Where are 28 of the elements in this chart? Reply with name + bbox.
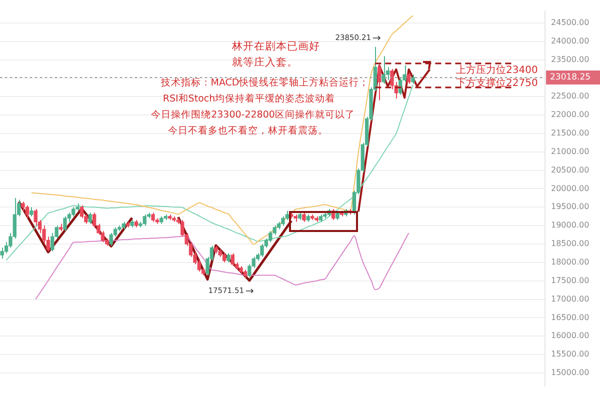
y-tick-label: 20000.00 [551, 184, 590, 193]
y-tick-label: 15500.00 [551, 350, 590, 359]
annotation: 技术指标：MACD快慢线在零轴上方粘合运行； [160, 76, 370, 88]
annotation: 今日操作围绕23300-22800区间操作就可以了 [151, 108, 355, 120]
y-tick-label: 17500.00 [551, 276, 590, 285]
y-tick-label: 18000.00 [551, 257, 590, 266]
annotation: 就等庄入套。 [232, 56, 298, 69]
y-tick-label: 24500.00 [551, 18, 590, 28]
y-tick-label: 17000.00 [551, 294, 590, 304]
y-tick-label: 20500.00 [551, 165, 590, 174]
annotation: RSI和Stoch均保持着平缓的姿态波动着 [162, 92, 336, 104]
y-tick-label: 21000.00 [551, 146, 590, 156]
y-tick-label: 24000.00 [551, 36, 590, 46]
y-tick-label: 16500.00 [551, 312, 590, 322]
ref-line-label: 下方支撑位22750 [456, 76, 538, 89]
ref-line-label: 上方压力位23400 [456, 64, 538, 76]
y-tick-label: 19000.00 [551, 220, 590, 230]
y-tick-label: 22000.00 [551, 110, 590, 120]
annotation: 林开在剧本已画好 [231, 40, 320, 53]
y-tick-label: 22500.00 [551, 92, 590, 101]
ref-line-label: 23018.25 [550, 72, 591, 83]
y-tick-label: 16000.00 [551, 331, 590, 340]
y-tick-label: 21500.00 [551, 128, 590, 138]
y-tick-label: 15000.00 [551, 368, 590, 378]
y-tick-label: 23500.00 [551, 54, 590, 64]
annotation: 今日不看多也不看空，林开看震荡。 [168, 124, 328, 136]
y-tick-label: 19500.00 [551, 202, 590, 212]
y-tick-label: 18500.00 [551, 239, 590, 248]
